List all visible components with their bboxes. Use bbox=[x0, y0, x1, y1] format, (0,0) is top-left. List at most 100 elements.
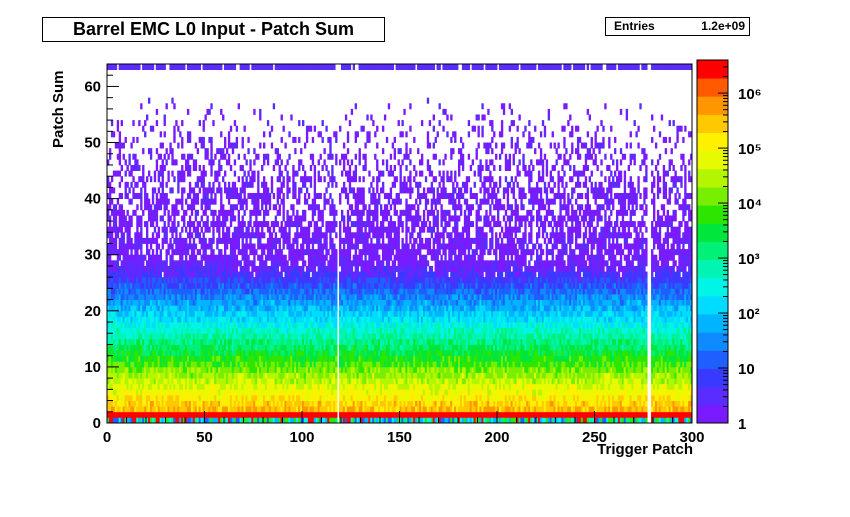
heatmap-cell bbox=[331, 400, 334, 407]
heatmap-cell bbox=[175, 237, 178, 244]
heatmap-cell bbox=[224, 142, 227, 149]
heatmap-cell bbox=[329, 310, 332, 317]
heatmap-cell bbox=[112, 316, 116, 323]
heatmap-cell bbox=[331, 389, 334, 396]
heatmap-cell bbox=[290, 327, 293, 334]
heatmap-cell bbox=[290, 221, 293, 228]
heatmap-cell bbox=[261, 249, 264, 256]
heatmap-cell bbox=[159, 355, 162, 362]
heatmap-cell bbox=[294, 221, 297, 228]
heatmap-cell bbox=[202, 209, 205, 216]
heatmap-cell bbox=[194, 277, 198, 284]
heatmap-cell bbox=[268, 226, 272, 233]
heatmap-cell bbox=[118, 361, 122, 368]
heatmap-cell bbox=[286, 417, 289, 424]
heatmap-cell bbox=[120, 338, 123, 345]
heatmap-cell bbox=[138, 361, 141, 368]
heatmap-cell bbox=[194, 265, 198, 272]
heatmap-cell bbox=[323, 271, 326, 278]
heatmap-cell bbox=[144, 282, 147, 289]
heatmap-cell bbox=[290, 204, 293, 211]
heatmap-cell bbox=[300, 378, 303, 385]
heatmap-cell bbox=[173, 249, 176, 256]
heatmap-cell bbox=[153, 378, 157, 385]
heatmap-cell bbox=[218, 260, 221, 267]
heatmap-cell bbox=[276, 293, 279, 300]
heatmap-cell bbox=[239, 277, 242, 284]
heatmap-cell bbox=[229, 164, 233, 171]
heatmap-cell bbox=[333, 350, 336, 357]
heatmap-cell bbox=[225, 215, 229, 222]
heatmap-cell bbox=[229, 64, 233, 71]
heatmap-cell bbox=[198, 299, 201, 306]
heatmap-cell bbox=[329, 237, 332, 244]
heatmap-cell bbox=[307, 271, 311, 278]
heatmap-cell bbox=[161, 383, 164, 390]
heatmap-cell bbox=[161, 187, 164, 194]
heatmap-cell bbox=[264, 260, 268, 267]
heatmap-cell bbox=[303, 400, 307, 407]
heatmap-cell bbox=[292, 305, 295, 312]
heatmap-cell bbox=[126, 221, 129, 228]
heatmap-cell bbox=[167, 338, 170, 345]
heatmap-cell bbox=[185, 406, 188, 413]
heatmap-cell bbox=[118, 170, 122, 177]
heatmap-cell bbox=[204, 355, 207, 362]
heatmap-cell bbox=[183, 176, 186, 183]
heatmap-cell bbox=[303, 271, 307, 278]
heatmap-cell bbox=[120, 288, 123, 295]
heatmap-cell bbox=[194, 366, 198, 373]
heatmap-cell bbox=[255, 277, 258, 284]
heatmap-cell bbox=[305, 125, 309, 132]
heatmap-cell bbox=[292, 164, 295, 171]
heatmap-cell bbox=[208, 389, 211, 396]
heatmap-cell bbox=[179, 232, 182, 239]
heatmap-cell bbox=[183, 406, 186, 413]
heatmap-cell bbox=[235, 394, 239, 401]
heatmap-cell bbox=[144, 120, 147, 127]
heatmap-cell bbox=[235, 316, 239, 323]
heatmap-cell bbox=[118, 237, 122, 244]
heatmap-cell bbox=[323, 406, 326, 413]
heatmap-cell bbox=[190, 350, 194, 357]
heatmap-cell bbox=[128, 299, 131, 306]
heatmap-cell bbox=[272, 193, 276, 200]
heatmap-cell bbox=[227, 361, 231, 368]
heatmap-cell bbox=[200, 406, 203, 413]
heatmap-cell bbox=[302, 265, 305, 272]
heatmap-cell bbox=[202, 316, 205, 323]
heatmap-cell bbox=[229, 361, 233, 368]
heatmap-cell bbox=[339, 361, 342, 368]
heatmap-cell bbox=[157, 305, 161, 312]
heatmap-cell bbox=[186, 249, 190, 256]
heatmap-cell bbox=[305, 417, 309, 424]
heatmap-cell bbox=[153, 271, 157, 278]
heatmap-cell bbox=[220, 198, 223, 205]
heatmap-cell bbox=[159, 322, 162, 329]
heatmap-cell bbox=[163, 361, 166, 368]
heatmap-cell bbox=[286, 400, 289, 407]
heatmap-cell bbox=[194, 327, 198, 334]
heatmap-cell bbox=[233, 400, 237, 407]
heatmap-cell bbox=[161, 164, 164, 171]
heatmap-cell bbox=[124, 226, 127, 233]
heatmap-cell bbox=[153, 204, 157, 211]
heatmap-cell bbox=[155, 204, 159, 211]
heatmap-cell bbox=[134, 310, 137, 317]
heatmap-cell bbox=[333, 355, 336, 362]
heatmap-cell bbox=[235, 142, 239, 149]
heatmap-cell bbox=[188, 361, 192, 368]
heatmap-cell bbox=[210, 142, 213, 149]
heatmap-cell bbox=[157, 417, 161, 424]
heatmap-cell bbox=[204, 187, 207, 194]
heatmap-cell bbox=[112, 131, 116, 138]
heatmap-cell bbox=[294, 355, 297, 362]
heatmap-cell bbox=[342, 372, 346, 379]
heatmap-cell bbox=[120, 394, 123, 401]
heatmap-cell bbox=[276, 265, 279, 272]
heatmap-cell bbox=[171, 153, 174, 160]
heatmap-cell bbox=[296, 411, 299, 418]
heatmap-cell bbox=[270, 142, 274, 149]
heatmap-cell bbox=[321, 265, 324, 272]
heatmap-cell bbox=[311, 204, 315, 211]
